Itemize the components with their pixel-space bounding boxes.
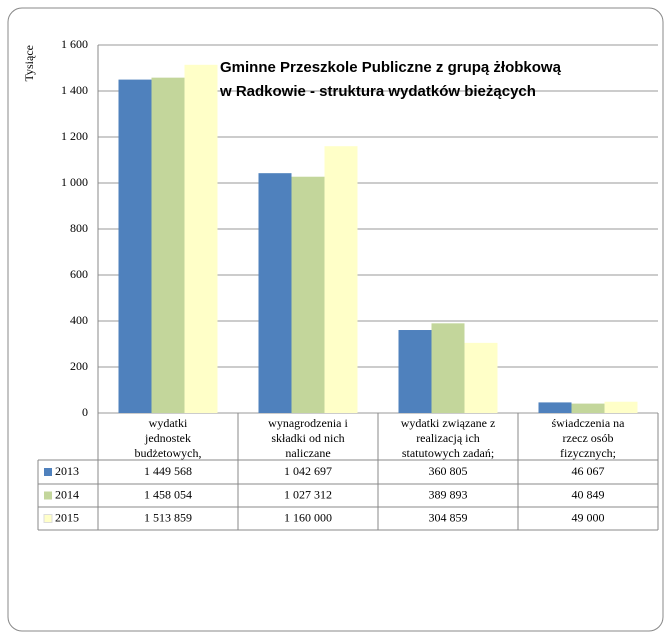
y-tick-label: 0 (82, 405, 88, 419)
legend-label: 2015 (55, 510, 79, 524)
bar (538, 402, 572, 413)
bar (464, 342, 498, 413)
x-tick-label: wynagrodzenia i (268, 416, 348, 430)
x-tick-label: statutowych zadań; (402, 446, 494, 460)
x-tick-label: realizacją ich (416, 431, 480, 445)
legend-swatch (44, 491, 52, 500)
table-value: 1 513 859 (144, 510, 192, 524)
legend-label: 2013 (55, 464, 79, 478)
x-tick-label: wydatki (149, 416, 188, 430)
bar (398, 330, 432, 413)
y-tick-label: 1 200 (61, 129, 88, 143)
bar (571, 403, 605, 413)
legend-label: 2014 (55, 487, 79, 501)
y-tick-label: 1 400 (61, 83, 88, 97)
table-value: 49 000 (572, 510, 605, 524)
bar (184, 64, 218, 413)
bar (151, 77, 185, 413)
x-tick-label: wydatki związane z (401, 416, 496, 430)
x-tick-label: składki od nich (271, 431, 344, 445)
y-tick-label: 800 (70, 221, 88, 235)
x-tick-label: fizycznych; (560, 446, 616, 460)
chart-title: w Radkowie - struktura wydatków bieżącyc… (219, 83, 536, 100)
x-tick-label: naliczane (285, 446, 330, 460)
y-tick-label: 600 (70, 267, 88, 281)
y-axis-label: Tysiące (22, 45, 36, 81)
table-value: 1 458 054 (144, 487, 192, 501)
bar (291, 176, 325, 413)
table-value: 1 160 000 (284, 510, 332, 524)
bar (118, 79, 152, 413)
table-value: 40 849 (572, 487, 605, 501)
chart-title: Gminne Przeszkole Publiczne z grupą żłob… (220, 59, 562, 76)
table-value: 360 805 (429, 464, 468, 478)
y-tick-label: 1 600 (61, 37, 88, 51)
legend-swatch (44, 468, 52, 476)
y-tick-label: 200 (70, 359, 88, 373)
bar (604, 401, 638, 413)
x-tick-label: jednostek (144, 431, 191, 445)
bar (324, 146, 358, 413)
x-tick-label: rzecz osób (563, 431, 614, 445)
table-value: 46 067 (572, 464, 605, 478)
x-tick-label: budżetowych, (135, 446, 202, 460)
bar (431, 323, 465, 413)
table-value: 1 027 312 (284, 487, 332, 501)
table-value: 1 042 697 (284, 464, 332, 478)
x-tick-label: świadczenia na (552, 416, 626, 430)
legend-swatch (43, 514, 53, 523)
bar (258, 173, 292, 413)
y-tick-label: 1 000 (61, 175, 88, 189)
table-value: 304 859 (429, 510, 468, 524)
y-tick-label: 400 (70, 313, 88, 327)
table-value: 1 449 568 (144, 464, 192, 478)
table-value: 389 893 (429, 487, 468, 501)
